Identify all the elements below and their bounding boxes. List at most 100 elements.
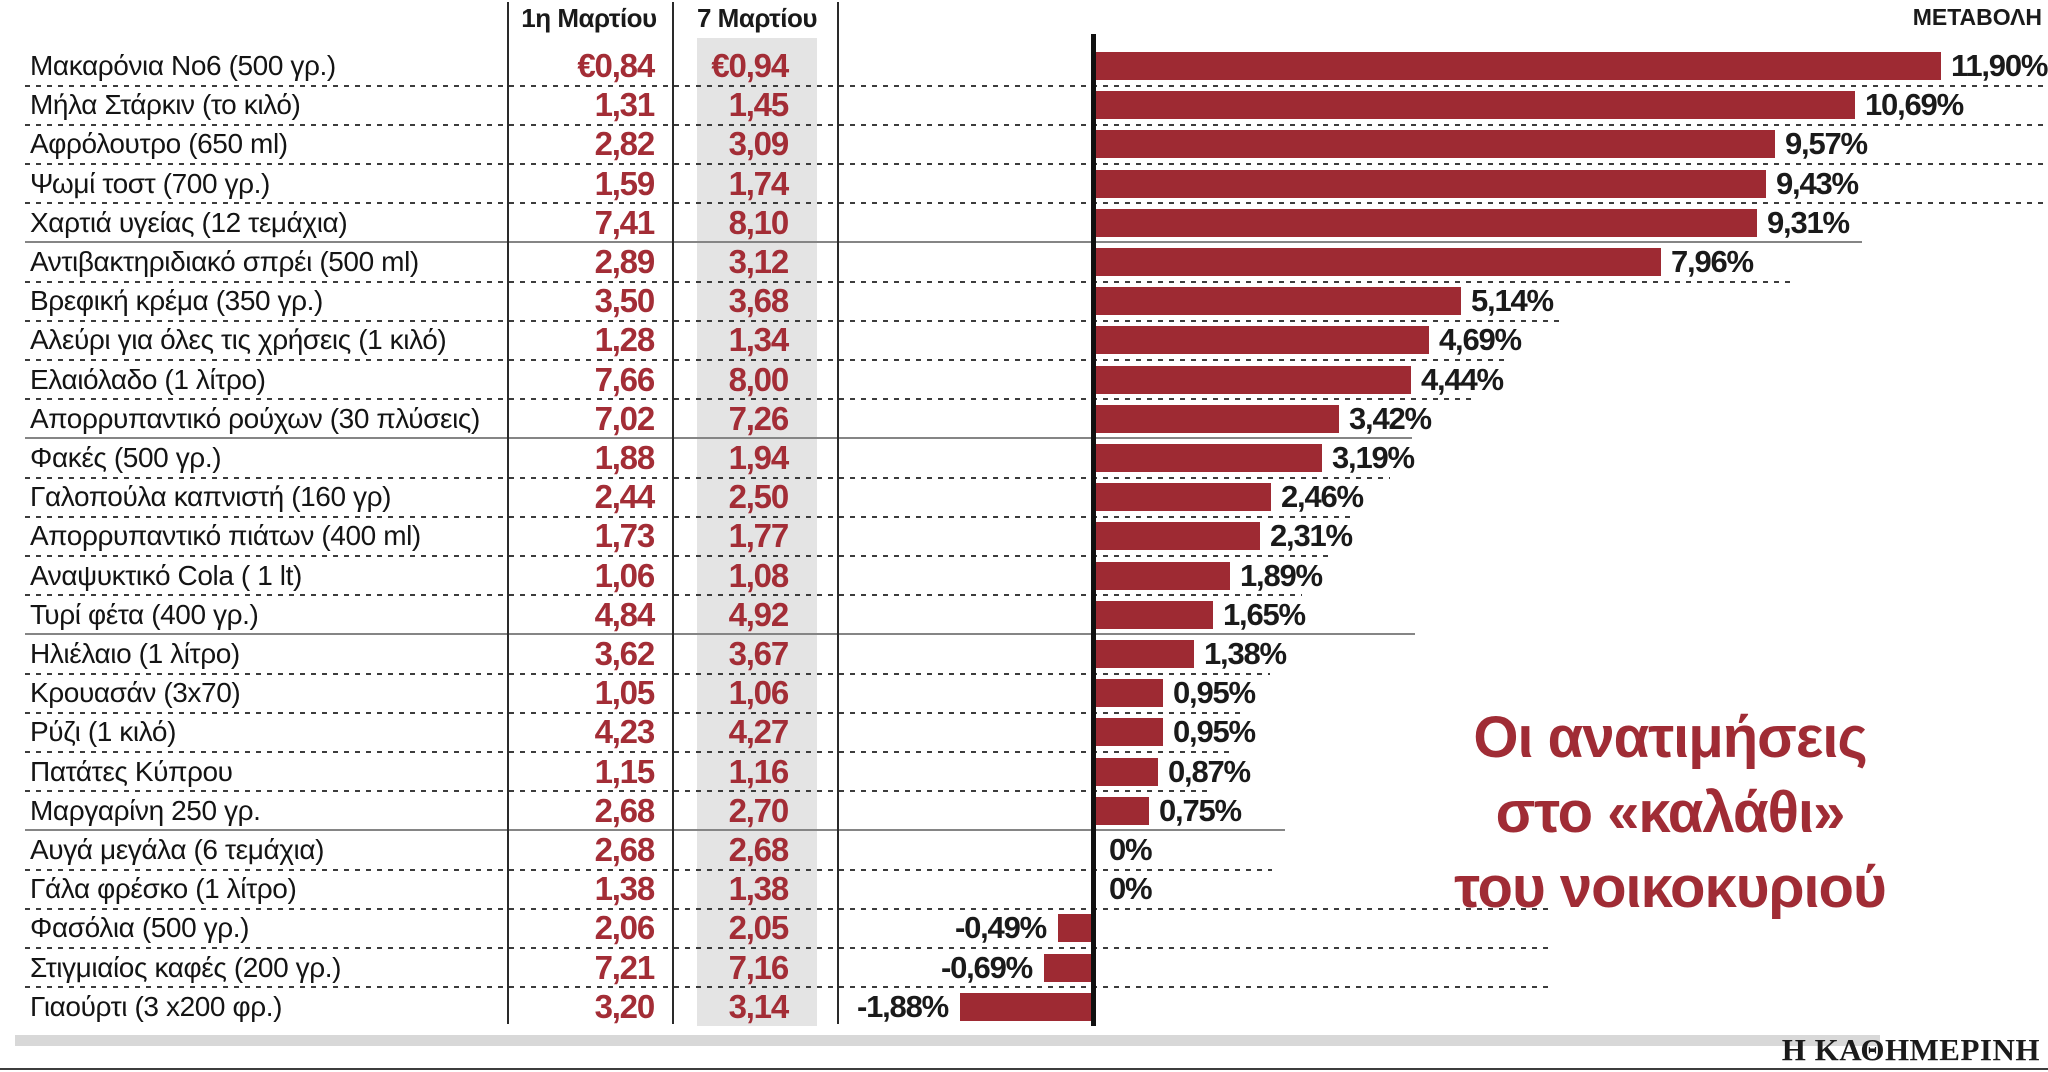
price-march-1: 1,59	[594, 164, 656, 202]
product-name: Στιγμιαίος καφές (200 γρ.)	[30, 951, 342, 983]
price-march-7: 1,16	[728, 752, 790, 790]
row-separator-line	[25, 84, 2048, 87]
price-march-7: 3,67	[728, 635, 790, 672]
price-march-7: 3,68	[728, 282, 790, 320]
price-march-7: 3,14	[728, 987, 790, 1025]
change-value-label: 9,57%	[1785, 126, 1868, 162]
price-march-1: 7,02	[594, 399, 656, 437]
chart-title-line-3: του νοικοκυριού	[1454, 855, 1887, 920]
change-bar	[1096, 679, 1163, 708]
product-name: Αναψυκτικό Cola ( 1 lt)	[30, 559, 302, 591]
change-value-label: 1,65%	[1223, 596, 1306, 632]
price-march-1: 3,20	[594, 987, 656, 1025]
row-separator-line	[25, 319, 1560, 322]
change-bar	[1096, 444, 1322, 472]
change-value-label: 11,90%	[1951, 48, 2048, 83]
row-separator-line	[25, 711, 1245, 714]
price-march-7: 4,92	[728, 595, 790, 633]
price-march-1: €0,84	[577, 47, 655, 84]
change-value-label: 0,87%	[1168, 753, 1251, 789]
row-separator-line	[25, 986, 1552, 989]
price-march-1: 7,66	[594, 360, 656, 398]
price-march-1: 1,15	[594, 752, 656, 790]
change-bar	[1096, 522, 1260, 551]
row-separator-line	[25, 359, 1506, 361]
change-bar	[1096, 718, 1163, 747]
product-name: Ελαιόλαδο (1 λίτρο)	[30, 363, 266, 395]
change-bar	[1096, 561, 1230, 590]
change-value-label: 3,42%	[1349, 400, 1432, 436]
product-name: Αυγά μεγάλα (6 τεμάχια)	[30, 834, 325, 865]
price-march-1: 1,31	[594, 86, 656, 124]
change-bar	[1096, 365, 1411, 394]
bottom-border-line	[0, 1068, 2048, 1070]
change-bar	[1096, 600, 1213, 629]
row-separator-line	[25, 555, 1332, 557]
product-name: Απορρυπαντικό πιάτων (400 ml)	[30, 520, 421, 552]
column-rule-1	[507, 2, 509, 1024]
product-name: Μακαρόνια Νο6 (500 γρ.)	[30, 50, 336, 81]
change-value-label: 4,44%	[1421, 361, 1504, 397]
change-value-label: -0,49%	[954, 910, 1047, 946]
price-march-1: 1,73	[594, 517, 656, 555]
change-bar	[1096, 91, 1855, 120]
chart-title-line-1: Οι ανατιμήσεις	[1473, 705, 1867, 770]
row-separator-line	[25, 515, 1352, 518]
price-march-7: 4,27	[728, 713, 790, 751]
row-separator-line	[25, 907, 1552, 910]
price-march-7: 2,50	[728, 478, 790, 516]
price-march-1: 2,68	[594, 791, 656, 829]
product-name: Κρουασάν (3x70)	[30, 677, 241, 709]
price-march-7: 1,45	[728, 86, 790, 124]
change-bar	[1096, 130, 1775, 159]
price-march-1: 7,21	[594, 948, 656, 986]
change-bar	[1096, 404, 1339, 433]
product-name: Αντιβακτηριδιακό σπρέι (500 ml)	[30, 246, 419, 277]
change-bar	[1058, 914, 1093, 943]
chart-title-line-2: στο «καλάθι»	[1495, 780, 1846, 845]
change-value-label: 9,31%	[1767, 204, 1850, 240]
price-march-1: 2,44	[594, 478, 656, 516]
change-value-label: 0,75%	[1159, 792, 1242, 828]
change-axis-label: ΜΕΤΑΒΟΛΗ	[1912, 4, 2042, 30]
change-value-label: -0,69%	[940, 949, 1033, 985]
price-march-7: 1,94	[728, 439, 790, 476]
price-march-7: 8,10	[728, 203, 790, 241]
change-value-label: 0%	[1109, 871, 1153, 907]
price-march-1: 4,23	[594, 713, 656, 751]
change-bar	[1096, 483, 1271, 512]
change-bar	[1096, 796, 1149, 825]
group-separator-line	[25, 241, 1862, 244]
price-march-1: 1,05	[594, 674, 656, 712]
price-march-7: 2,70	[728, 791, 790, 829]
price-march-1: 2,89	[594, 243, 656, 280]
price-march-1: 2,82	[594, 125, 656, 163]
column-rule-2	[672, 2, 674, 1024]
product-name: Χαρτιά υγείας (12 τεμάχια)	[30, 206, 348, 238]
change-value-label: 0%	[1109, 832, 1153, 867]
row-separator-line	[25, 398, 1476, 401]
change-value-label: 9,43%	[1776, 165, 1859, 201]
change-value-label: 2,31%	[1270, 518, 1353, 554]
change-bar	[1096, 326, 1429, 355]
change-value-label: 1,89%	[1240, 557, 1323, 593]
product-name: Μήλα Στάρκιν (το κιλό)	[30, 89, 301, 121]
group-separator-line	[25, 437, 1412, 440]
product-name: Φασόλια (500 γρ.)	[30, 912, 250, 944]
price-march-1: 7,41	[594, 203, 656, 241]
price-march-7: 1,08	[728, 556, 790, 594]
product-name: Γαλοπούλα καπνιστή (160 γρ)	[30, 481, 392, 513]
row-separator-line	[25, 751, 1230, 753]
row-separator-line	[25, 163, 2048, 165]
price-march-7: 1,38	[728, 870, 790, 908]
price-march-7: 2,68	[728, 831, 790, 868]
product-name: Ψωμί τοστ (700 γρ.)	[30, 167, 270, 199]
price-march-7: 7,16	[728, 948, 790, 986]
change-bar	[960, 992, 1093, 1021]
column-rule-3	[837, 2, 839, 1024]
group-separator-line	[25, 829, 1285, 832]
bar-chart-zero-axis	[1091, 34, 1096, 1026]
row-separator-line	[25, 672, 1270, 675]
change-value-label: 7,96%	[1671, 244, 1754, 279]
